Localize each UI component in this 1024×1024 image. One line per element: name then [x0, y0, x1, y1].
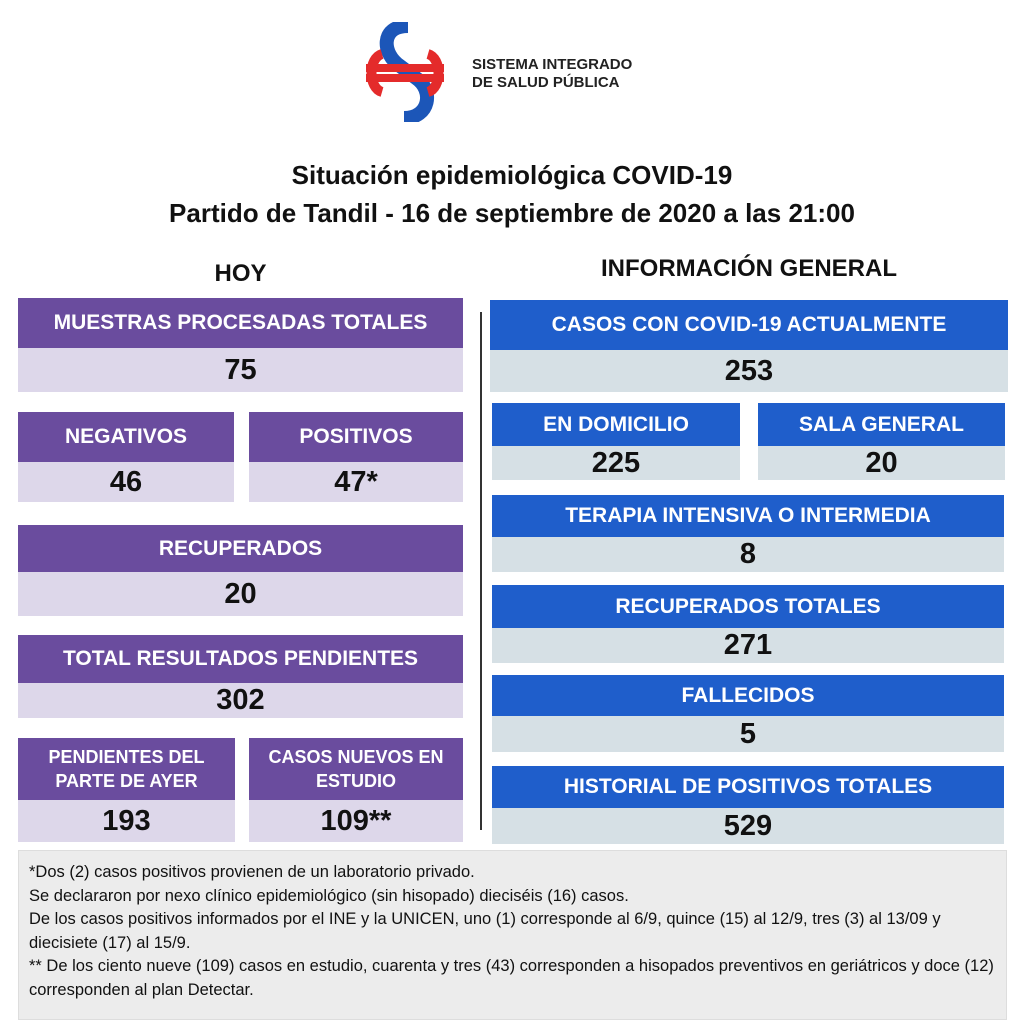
- notes: *Dos (2) casos positivos provienen de un…: [18, 850, 1007, 1020]
- box-label: CASOS CON COVID-19 ACTUALMENTE: [490, 300, 1008, 350]
- box-value: 253: [490, 350, 1008, 392]
- stat-box: HISTORIAL DE POSITIVOS TOTALES 529: [492, 766, 1004, 844]
- box-label: POSITIVOS: [249, 412, 463, 462]
- box-label: EN DOMICILIO: [492, 403, 740, 446]
- subtitle: Partido de Tandil - 16 de septiembre de …: [169, 198, 855, 228]
- stat-box: RECUPERADOS TOTALES 271: [492, 585, 1004, 663]
- box-value: 529: [492, 808, 1004, 844]
- stat-box: CASOS CON COVID-19 ACTUALMENTE 253: [490, 300, 1008, 392]
- stat-box: POSITIVOS 47*: [249, 412, 463, 502]
- box-value: 109**: [249, 800, 463, 842]
- box-label: NEGATIVOS: [18, 412, 234, 462]
- box-value: 225: [492, 446, 740, 480]
- box-value: 20: [18, 572, 463, 616]
- box-value: 8: [492, 537, 1004, 572]
- stat-box: TOTAL RESULTADOS PENDIENTES 302: [18, 635, 463, 718]
- stat-box: NEGATIVOS 46: [18, 412, 234, 502]
- section-heading: HOY: [214, 260, 267, 287]
- box-label: HISTORIAL DE POSITIVOS TOTALES: [492, 766, 1004, 808]
- stat-box: RECUPERADOS 20: [18, 525, 463, 616]
- box-value: 302: [18, 683, 463, 718]
- box-value: 47*: [249, 462, 463, 502]
- section-heading: INFORMACIÓN GENERAL: [601, 255, 897, 282]
- stat-box: MUESTRAS PROCESADAS TOTALES 75: [18, 298, 463, 392]
- stat-box: CASOS NUEVOS EN ESTUDIO 109**: [249, 738, 463, 842]
- box-label: FALLECIDOS: [492, 675, 1004, 716]
- stat-box: EN DOMICILIO 225: [492, 403, 740, 480]
- title: Situación epidemiológica COVID-19: [291, 160, 733, 190]
- stat-box: TERAPIA INTENSIVA O INTERMEDIA 8: [492, 495, 1004, 572]
- box-label: CASOS NUEVOS EN ESTUDIO: [249, 738, 463, 800]
- box-value: 20: [758, 446, 1005, 480]
- box-value: 75: [18, 348, 463, 392]
- divider: [480, 312, 482, 830]
- box-value: 193: [18, 800, 235, 842]
- box-label: RECUPERADOS TOTALES: [492, 585, 1004, 628]
- note: ** De los ciento nueve (109) casos en es…: [29, 957, 994, 999]
- note: Se declararon por nexo clínico epidemiol…: [29, 886, 629, 905]
- note: De los casos positivos informados por el…: [29, 910, 941, 952]
- box-label: TERAPIA INTENSIVA O INTERMEDIA: [492, 495, 1004, 537]
- box-label: SALA GENERAL: [758, 403, 1005, 446]
- box-label: PENDIENTES DEL PARTE DE AYER: [18, 738, 235, 800]
- stat-box: SALA GENERAL 20: [758, 403, 1005, 480]
- org-line: SISTEMA INTEGRADO: [472, 56, 633, 73]
- logo: [366, 22, 444, 122]
- stat-box: FALLECIDOS 5: [492, 675, 1004, 752]
- org-name: SISTEMA INTEGRADO DE SALUD PÚBLICA: [472, 56, 632, 92]
- box-label: RECUPERADOS: [18, 525, 463, 572]
- box-value: 271: [492, 628, 1004, 663]
- box-value: 46: [18, 462, 234, 502]
- note: *Dos (2) casos positivos provienen de un…: [29, 863, 475, 881]
- box-label: MUESTRAS PROCESADAS TOTALES: [18, 298, 463, 348]
- org-line: DE SALUD PÚBLICA: [472, 74, 620, 91]
- box-value: 5: [492, 716, 1004, 752]
- stat-box: PENDIENTES DEL PARTE DE AYER 193: [18, 738, 235, 842]
- box-label: TOTAL RESULTADOS PENDIENTES: [18, 635, 463, 683]
